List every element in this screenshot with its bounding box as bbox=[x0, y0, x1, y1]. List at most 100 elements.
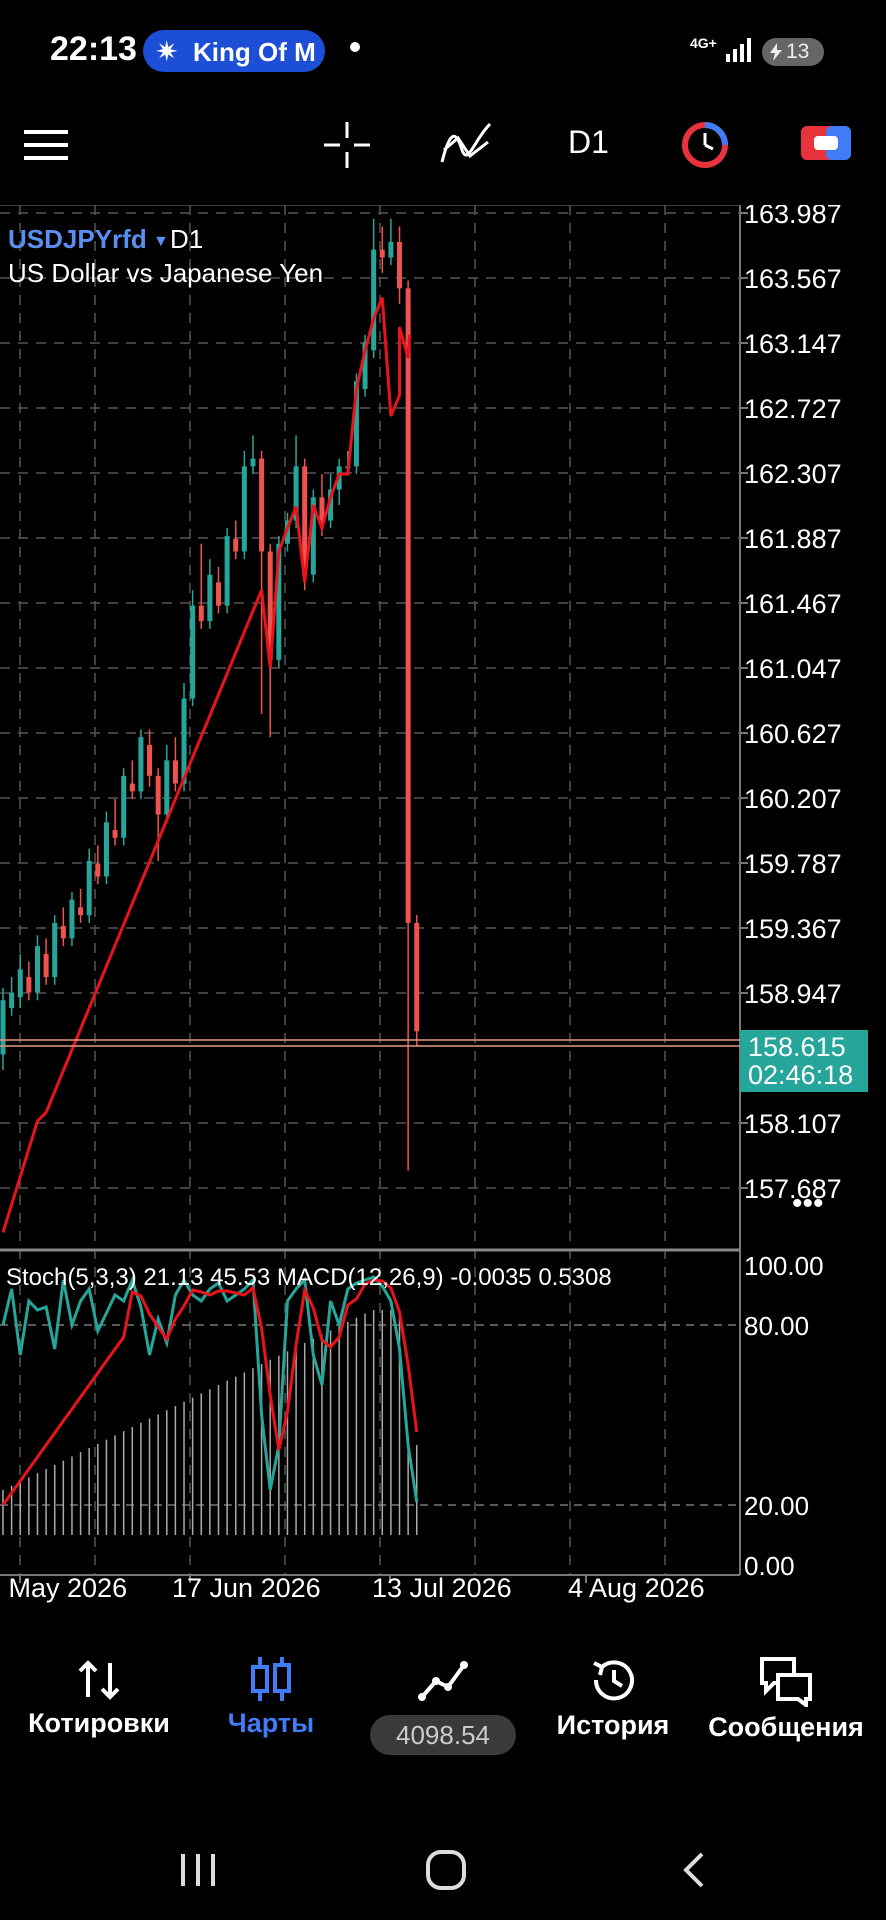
candle bbox=[224, 528, 230, 614]
candle bbox=[250, 435, 256, 475]
battery-indicator: 13 bbox=[762, 38, 824, 66]
date-label: 13 Jul 2026 bbox=[372, 1573, 512, 1603]
candle bbox=[52, 915, 58, 985]
price-label: 161.887 bbox=[744, 524, 842, 554]
candle-body bbox=[121, 775, 127, 838]
star-icon: ✷ bbox=[155, 36, 179, 67]
timeframe-button[interactable]: D1 bbox=[568, 124, 609, 160]
candle-body bbox=[103, 822, 109, 877]
candle-body bbox=[17, 969, 23, 998]
candle bbox=[371, 218, 377, 359]
price-label: 159.787 bbox=[744, 849, 842, 879]
date-label: 2 May 2026 bbox=[0, 1573, 127, 1603]
candle bbox=[181, 683, 187, 792]
stochastic-signal-line bbox=[1, 1278, 419, 1506]
candle-body bbox=[310, 497, 316, 575]
level-label: 20.00 bbox=[744, 1491, 809, 1521]
network-indicator: 4G+ bbox=[690, 35, 717, 51]
bar-countdown: 02:46:18 bbox=[748, 1060, 853, 1090]
candle bbox=[138, 729, 144, 800]
signal-icon bbox=[726, 38, 751, 62]
nav-history[interactable]: История bbox=[548, 1645, 678, 1741]
candle-body bbox=[164, 760, 170, 815]
candle bbox=[129, 760, 135, 800]
nav-quotes[interactable]: Котировки bbox=[18, 1645, 180, 1739]
indicators-icon[interactable] bbox=[440, 120, 492, 168]
home-icon[interactable] bbox=[424, 1848, 468, 1892]
current-price-box bbox=[740, 1030, 868, 1092]
candle-body bbox=[371, 249, 377, 351]
candle bbox=[259, 450, 265, 714]
candle bbox=[388, 218, 394, 266]
indicator-level-axis: 100.00 80.00 20.00 0.00 bbox=[744, 1251, 824, 1581]
recent-apps-icon[interactable] bbox=[178, 1850, 218, 1890]
price-label: 163.567 bbox=[744, 264, 842, 294]
candle-body bbox=[405, 288, 411, 923]
moving-average-line bbox=[1, 297, 412, 1233]
notification-dot bbox=[350, 42, 360, 52]
indicator-label: Stoch(5,3,3) 21.13 45.53 MACD(12,26,9) -… bbox=[6, 1264, 612, 1291]
candle-body bbox=[259, 458, 265, 552]
candle-body bbox=[241, 466, 247, 552]
price-label: 163.147 bbox=[744, 329, 842, 359]
trade-icon[interactable] bbox=[800, 124, 852, 164]
status-bar: 22:13 ✷ King Of M 4G+ 13 bbox=[0, 0, 886, 100]
price-label: 163.987 bbox=[744, 205, 842, 229]
crosshair-icon[interactable] bbox=[322, 120, 372, 170]
more-icon[interactable]: ••• bbox=[792, 1187, 824, 1220]
candle bbox=[216, 566, 221, 614]
price-label: 159.367 bbox=[744, 914, 842, 944]
candle-body bbox=[181, 698, 187, 784]
history-icon bbox=[593, 1660, 634, 1701]
symbol-name[interactable]: USDJPYrfd bbox=[8, 224, 147, 254]
bottom-navigation: Котировки Чарты 4098.54 История Сообще bbox=[0, 1645, 886, 1775]
notification-pill[interactable]: ✷ King Of M bbox=[143, 30, 325, 72]
candle bbox=[95, 845, 101, 885]
chart-grid bbox=[0, 205, 741, 1575]
nav-trade[interactable] bbox=[370, 1645, 516, 1708]
charging-icon bbox=[770, 43, 782, 61]
candle-body bbox=[233, 539, 239, 552]
candle-body bbox=[60, 925, 66, 939]
candle bbox=[233, 520, 239, 560]
nav-messages[interactable]: Сообщения bbox=[700, 1645, 872, 1743]
nav-charts[interactable]: Чарты bbox=[200, 1645, 342, 1739]
candle bbox=[43, 938, 49, 985]
candle bbox=[26, 961, 32, 1001]
candle bbox=[112, 799, 118, 846]
price-axis: 163.987 163.567 163.147 162.727 162.307 161.8… bbox=[740, 205, 842, 1204]
candle bbox=[103, 811, 109, 885]
candle bbox=[69, 891, 75, 947]
candle-body bbox=[43, 953, 49, 978]
toolbar bbox=[0, 100, 886, 190]
price-label: 162.727 bbox=[744, 394, 842, 424]
price-chart[interactable]: 163.987 163.567 163.147 162.727 162.307 161.8… bbox=[0, 205, 886, 1635]
symbol-timeframe: D1 bbox=[170, 224, 203, 254]
clock-icon[interactable] bbox=[680, 120, 730, 170]
candle bbox=[164, 744, 170, 823]
indicator-pane bbox=[0, 1275, 740, 1535]
candle-body bbox=[0, 1000, 6, 1055]
charts-icon bbox=[251, 1657, 291, 1701]
candle bbox=[241, 450, 247, 560]
level-label: 80.00 bbox=[744, 1311, 809, 1341]
candle-body bbox=[147, 744, 153, 776]
candle bbox=[17, 953, 23, 1009]
system-navigation bbox=[0, 1820, 886, 1920]
trade-chart-icon bbox=[418, 1661, 468, 1701]
candle bbox=[379, 226, 385, 273]
candle bbox=[78, 888, 84, 923]
menu-icon[interactable] bbox=[24, 128, 68, 162]
back-icon[interactable] bbox=[680, 1850, 710, 1890]
candle bbox=[172, 737, 178, 792]
candles bbox=[0, 218, 420, 1171]
candle bbox=[121, 768, 127, 846]
candle-body bbox=[362, 342, 368, 389]
candle-body bbox=[388, 241, 394, 258]
account-balance: 4098.54 bbox=[370, 1715, 516, 1755]
candle-body bbox=[319, 497, 325, 521]
date-axis: 2 May 2026 17 Jun 2026 13 Jul 2026 4 Aug 20… bbox=[0, 1573, 740, 1603]
candle bbox=[86, 848, 92, 923]
candle-body bbox=[155, 775, 161, 815]
candle-body bbox=[276, 543, 282, 660]
